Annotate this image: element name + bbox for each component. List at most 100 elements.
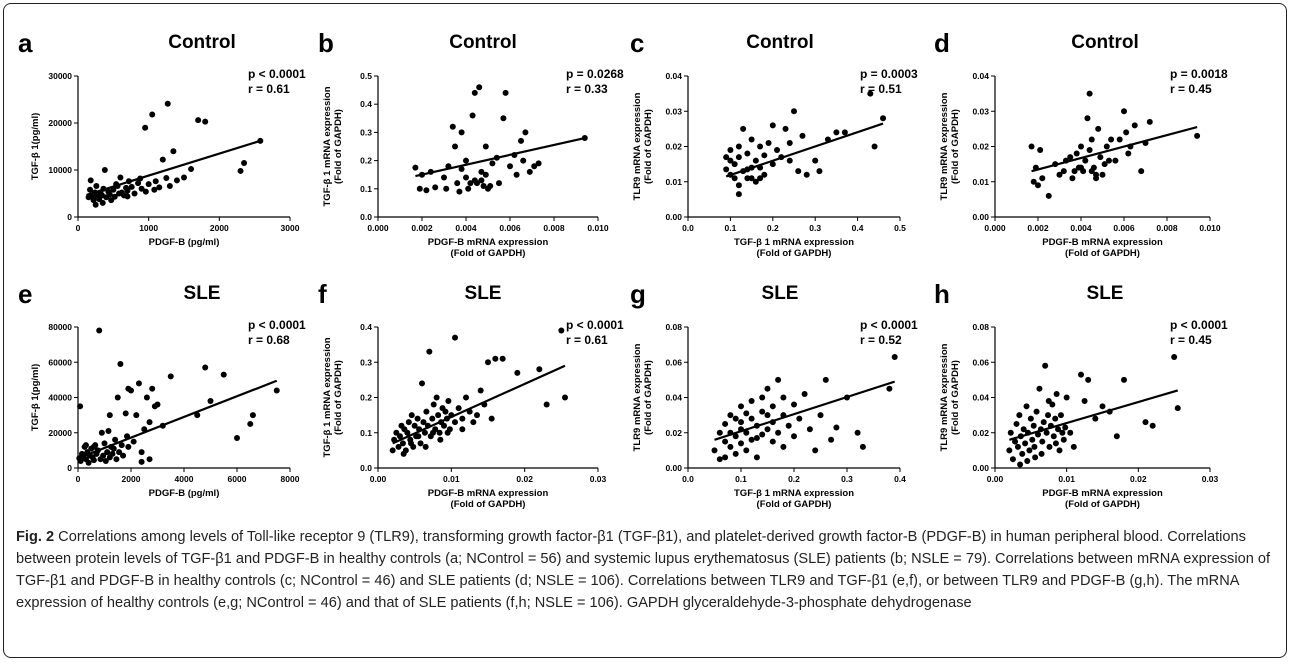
data-point — [414, 415, 421, 422]
data-point — [112, 436, 119, 443]
data-point — [740, 125, 747, 132]
y-axis-label: (Fold of GAPDH) — [950, 109, 961, 184]
data-point — [859, 443, 866, 450]
data-point — [207, 398, 214, 405]
stats-label: r = 0.51 — [860, 82, 902, 96]
data-point — [93, 182, 100, 189]
y-axis-label: (Fold of GAPDH) — [950, 360, 961, 435]
data-point — [891, 353, 898, 360]
y-tick-label: 0.04 — [665, 393, 682, 403]
data-point — [778, 154, 785, 161]
data-point — [159, 422, 166, 429]
data-point — [513, 171, 520, 178]
data-point — [769, 438, 776, 445]
y-tick-label: 0.03 — [972, 106, 989, 116]
data-point — [761, 152, 768, 159]
data-point — [801, 390, 808, 397]
data-point — [735, 154, 742, 161]
data-point — [133, 412, 140, 419]
data-point — [146, 456, 153, 463]
data-point — [463, 174, 469, 181]
y-axis-label: (Fold of GAPDH) — [643, 109, 654, 184]
x-tick-label: 0.03 — [1202, 474, 1219, 484]
stats-label: p = 0.0018 — [1170, 67, 1228, 81]
data-point — [1032, 164, 1039, 171]
data-point — [476, 84, 483, 91]
data-point — [489, 160, 496, 167]
data-point — [82, 442, 89, 449]
stats-label: p = 0.0268 — [566, 67, 624, 81]
x-tick-label: 0.010 — [587, 223, 609, 233]
data-point — [105, 427, 112, 434]
data-point — [430, 401, 437, 408]
data-point — [87, 177, 94, 184]
x-tick-label: 8000 — [281, 474, 300, 484]
data-point — [711, 447, 718, 454]
x-axis-label: PDGF-B (pg/ml) — [149, 237, 220, 248]
data-point — [1031, 443, 1038, 450]
data-point — [748, 415, 755, 422]
data-point — [500, 115, 507, 122]
data-point — [1092, 415, 1099, 422]
data-point — [759, 431, 766, 438]
data-point — [1082, 157, 1089, 164]
data-point — [791, 433, 797, 440]
data-point — [727, 412, 734, 419]
regression-line — [77, 379, 278, 460]
data-point — [463, 394, 469, 401]
data-point — [94, 447, 101, 454]
data-point — [1050, 433, 1057, 440]
data-point — [1016, 412, 1023, 419]
data-point — [1073, 150, 1080, 157]
data-point — [454, 180, 461, 187]
data-point — [482, 143, 489, 150]
data-point — [101, 440, 108, 447]
stats-label: p < 0.0001 — [1170, 318, 1228, 332]
data-point — [757, 175, 764, 182]
data-point — [142, 188, 149, 195]
panel-letter: a — [18, 28, 33, 58]
data-point — [780, 443, 787, 450]
data-point — [485, 359, 491, 366]
data-point — [91, 189, 98, 196]
data-point — [1086, 147, 1093, 154]
data-point — [90, 197, 97, 204]
x-tick-label: 0.010 — [1199, 223, 1221, 233]
data-point — [775, 429, 782, 436]
data-point — [77, 403, 84, 410]
data-point — [471, 89, 478, 96]
data-point — [759, 394, 766, 401]
data-point — [1086, 90, 1093, 97]
data-point — [466, 408, 473, 415]
x-tick-label: 0 — [76, 223, 81, 233]
y-axis-label: TGF-β 1(pg/ml) — [30, 113, 41, 181]
x-tick-label: 0.02 — [1130, 474, 1147, 484]
stats-label: r = 0.33 — [566, 82, 608, 96]
x-tick-label: 4000 — [175, 474, 194, 484]
data-point — [1070, 443, 1077, 450]
data-point — [482, 171, 489, 178]
data-point — [748, 136, 755, 143]
data-point — [752, 157, 759, 164]
data-point — [780, 412, 787, 419]
data-point — [458, 166, 465, 173]
data-point — [716, 429, 723, 436]
data-point — [543, 401, 550, 408]
data-point — [1106, 408, 1113, 415]
panel-title: SLE — [465, 283, 502, 304]
data-point — [526, 168, 533, 175]
data-point — [727, 157, 734, 164]
data-point — [1039, 438, 1046, 445]
data-point — [130, 438, 137, 445]
x-tick-label: 0.008 — [543, 223, 565, 233]
data-point — [487, 182, 494, 189]
stats-label: r = 0.61 — [566, 333, 608, 347]
stats-label: p < 0.0001 — [248, 318, 306, 332]
data-point — [1039, 175, 1046, 182]
data-point — [1116, 136, 1123, 143]
data-point — [432, 184, 439, 191]
panel-title: Control — [449, 32, 517, 53]
x-tick-label: 2000 — [122, 474, 141, 484]
data-point — [426, 348, 433, 355]
data-point — [757, 143, 764, 150]
